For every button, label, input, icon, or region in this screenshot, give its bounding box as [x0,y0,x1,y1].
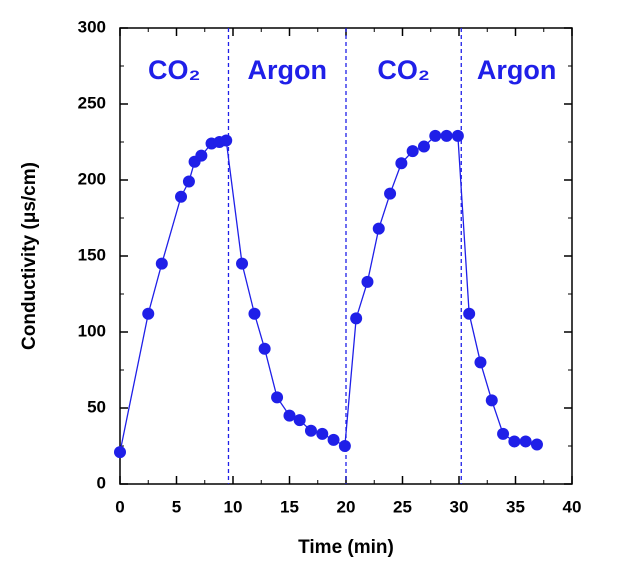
data-point [463,307,476,320]
data-point [451,129,464,142]
y-tick-label: 200 [78,169,106,188]
data-point [327,433,340,446]
data-point [429,129,442,142]
annotation: CO₂ [148,55,201,85]
data-point [519,435,532,448]
annotation: Argon [247,55,326,85]
data-point [406,145,419,158]
data-point [474,356,487,369]
data-point [175,190,188,203]
data-point [293,414,306,427]
data-point [372,222,385,235]
data-point [182,175,195,188]
y-tick-label: 0 [97,473,106,492]
x-tick-label: 20 [337,497,356,516]
annotation: CO₂ [377,55,430,85]
data-point [236,257,249,270]
x-tick-label: 30 [450,497,469,516]
data-point [384,187,397,200]
data-point [338,440,351,452]
x-tick-label: 15 [280,497,299,516]
data-point [350,312,363,325]
x-tick-label: 10 [224,497,243,516]
data-point [155,257,168,270]
data-point [271,391,284,404]
x-axis-label: Time (min) [298,537,394,558]
y-tick-label: 250 [78,93,106,112]
data-point [395,157,408,170]
y-tick-label: 100 [78,321,106,340]
y-tick-label: 50 [87,397,106,416]
data-point [485,394,498,407]
data-point [248,307,261,320]
data-point [361,275,374,288]
data-line [119,135,538,453]
data-point [497,427,510,440]
data-point [440,129,453,142]
x-tick-label: 25 [393,497,412,516]
data-point [195,149,208,162]
y-axis-label: Conductivity (μs/cm) [19,162,40,350]
data-point [114,446,126,459]
annotation: Argon [477,55,556,85]
data-point [142,307,155,320]
data-point [220,134,233,147]
data-point [304,424,317,437]
data-point [530,438,543,451]
data-point [258,342,271,355]
y-tick-label: 300 [78,17,106,36]
data-point [316,427,329,440]
data-point [283,409,296,422]
x-tick-label: 35 [506,497,525,516]
x-tick-label: 40 [563,497,582,516]
data-point [417,140,430,153]
x-tick-label: 5 [172,497,181,516]
y-tick-label: 150 [78,245,106,264]
data-point [508,435,521,448]
x-tick-label: 0 [115,497,124,516]
